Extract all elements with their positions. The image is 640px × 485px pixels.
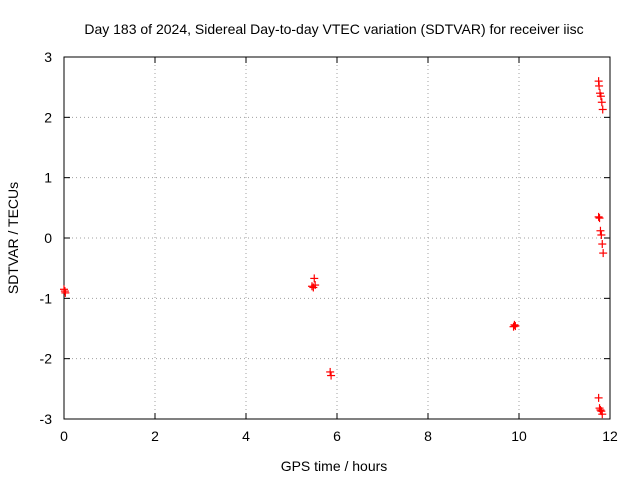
data-point-marker <box>597 230 606 239</box>
data-markers <box>60 77 608 419</box>
y-tick-label: 0 <box>44 230 52 246</box>
data-point-marker <box>598 410 607 419</box>
data-point-marker <box>326 367 335 376</box>
x-axis-label: GPS time / hours <box>281 458 388 474</box>
data-point-marker <box>60 285 68 294</box>
y-tick-labels: -3 -2 -1 0 1 2 3 <box>40 49 53 427</box>
data-point-marker <box>597 98 606 107</box>
data-point-marker <box>598 105 607 114</box>
x-tick-label: 8 <box>424 428 432 444</box>
y-tick-label: -2 <box>40 351 53 367</box>
chart-title: Day 183 of 2024, Sidereal Day-to-day VTE… <box>84 21 583 37</box>
data-point-marker <box>596 92 605 101</box>
x-tick-label: 0 <box>60 428 68 444</box>
data-point-marker <box>327 371 336 380</box>
x-tick-label: 10 <box>511 428 527 444</box>
y-tick-label: 2 <box>44 109 52 125</box>
grid-lines <box>64 57 610 419</box>
y-tick-label: -3 <box>40 411 53 427</box>
x-tick-label: 6 <box>333 428 341 444</box>
y-tick-label: 3 <box>44 49 52 65</box>
plot-frame <box>63 56 611 420</box>
x-tick-label: 12 <box>602 428 618 444</box>
data-point-marker <box>594 393 603 402</box>
data-point-marker <box>595 81 604 90</box>
data-point-marker <box>596 405 605 414</box>
y-axis-label: SDTVAR / TECUs <box>5 182 21 294</box>
data-point-marker <box>598 240 607 249</box>
x-tick-label: 4 <box>242 428 250 444</box>
data-point-marker <box>311 281 320 290</box>
x-tick-label: 2 <box>151 428 159 444</box>
y-tick-label: 1 <box>44 170 52 186</box>
data-point-marker <box>61 288 70 297</box>
data-point-marker <box>511 322 520 331</box>
data-point-marker <box>310 274 319 283</box>
data-point-marker <box>594 212 603 221</box>
x-tick-labels: 0 2 4 6 8 10 12 <box>60 428 618 444</box>
data-point-marker <box>509 322 518 331</box>
data-point-marker <box>599 249 608 258</box>
y-tick-label: -1 <box>40 290 53 306</box>
data-point-marker <box>595 214 604 223</box>
data-point-marker <box>596 226 605 235</box>
data-point-marker <box>510 320 519 329</box>
